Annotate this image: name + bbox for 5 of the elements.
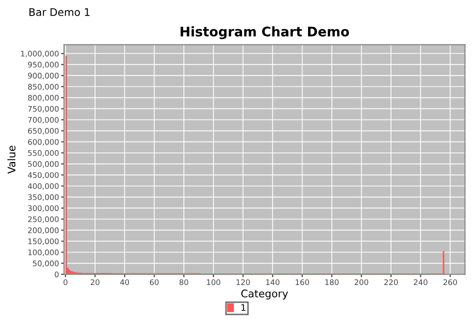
chart-title: Histogram Chart Demo: [180, 26, 349, 40]
y-axis-title: Value: [7, 146, 16, 174]
x-axis-title: Category: [241, 290, 288, 300]
text: Bar Demo 1: [29, 8, 90, 16]
legend-label: 1: [241, 304, 246, 311]
